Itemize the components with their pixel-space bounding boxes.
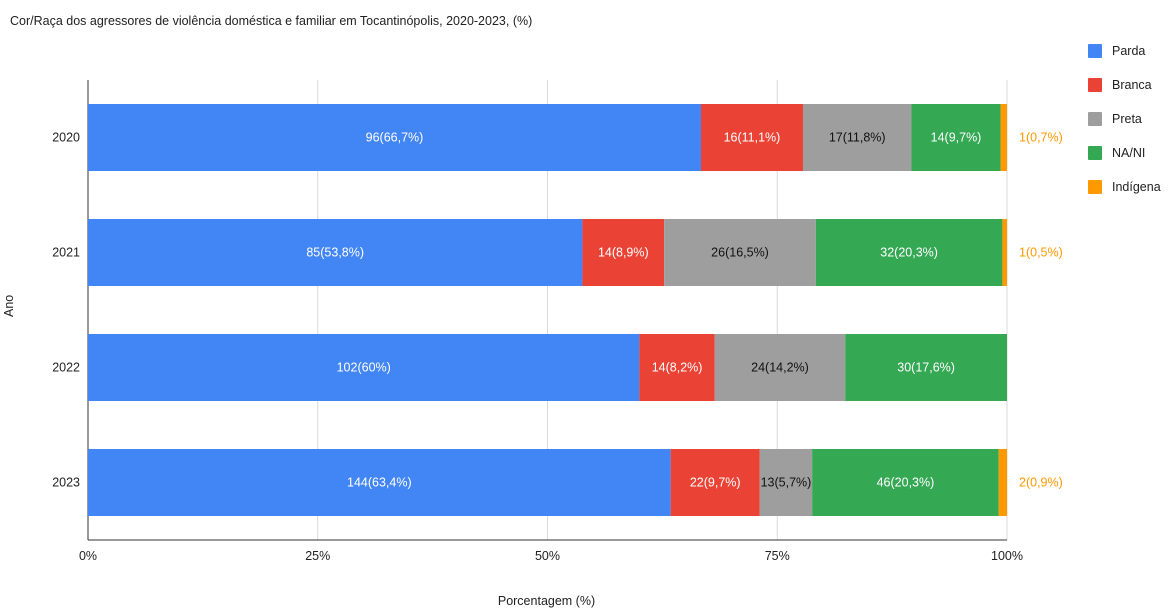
- data-label: 17(11,8%): [829, 131, 886, 145]
- y-tick-label: 2021: [52, 246, 80, 260]
- x-tick-label: 75%: [765, 549, 790, 563]
- data-label: 1(0,5%): [1019, 246, 1063, 260]
- data-label: 96(66,7%): [366, 131, 424, 145]
- legend-swatch-na-ni: [1088, 146, 1102, 160]
- legend-label-na-ni: NA/NI: [1112, 146, 1146, 160]
- bar-segment-ind-gena-2020: [1000, 104, 1007, 171]
- data-label: 102(60%): [337, 361, 391, 375]
- legend-item-parda[interactable]: Parda: [1088, 40, 1161, 62]
- bar-segment-na-ni-2023: [812, 449, 999, 516]
- data-label: 16(11,1%): [724, 131, 781, 145]
- bar-segment-parda-2022: [88, 334, 640, 401]
- legend-swatch-parda: [1088, 44, 1102, 58]
- legend-swatch-branca: [1088, 78, 1102, 92]
- x-axis-label: Porcentagem (%): [497, 594, 596, 608]
- legend-label-branca: Branca: [1112, 78, 1152, 92]
- data-label: 30(17,6%): [897, 361, 955, 375]
- bar-segment-preta-2020: [802, 104, 912, 171]
- legend-swatch-indigena: [1088, 180, 1102, 194]
- data-label: 24(14,2%): [751, 361, 809, 375]
- bar-segment-ind-gena-2023: [998, 449, 1007, 516]
- data-label: 14(8,2%): [652, 361, 703, 375]
- bar-segment-parda-2023: [88, 449, 671, 516]
- x-tick-label: 0%: [79, 549, 97, 563]
- bar-segment-preta-2021: [664, 219, 816, 286]
- x-tick-label: 50%: [535, 549, 560, 563]
- bar-segment-na-ni-2022: [845, 334, 1007, 401]
- bar-segment-na-ni-2021: [815, 219, 1003, 286]
- data-label: 32(20,3%): [880, 246, 938, 260]
- x-tick-label: 25%: [305, 549, 330, 563]
- data-label: 46(20,3%): [877, 476, 935, 490]
- y-axis-label: Ano: [2, 294, 16, 317]
- bar-segment-parda-2020: [88, 104, 701, 171]
- data-label: 2(0,9%): [1019, 476, 1063, 490]
- data-label: 13(5,7%): [761, 476, 812, 490]
- legend-item-preta[interactable]: Preta: [1088, 108, 1161, 130]
- bar-segment-branca-2021: [582, 219, 665, 286]
- bar-segment-branca-2023: [670, 449, 760, 516]
- x-tick-label: 100%: [991, 549, 1023, 563]
- legend-label-preta: Preta: [1112, 112, 1142, 126]
- bar-segment-preta-2023: [759, 449, 813, 516]
- chart-legend: Parda Branca Preta NA/NI Indígena: [1088, 40, 1161, 210]
- legend-label-indigena: Indígena: [1112, 180, 1161, 194]
- data-label: 26(16,5%): [711, 246, 769, 260]
- data-label: 14(8,9%): [598, 246, 649, 260]
- data-label: 144(63,4%): [347, 476, 412, 490]
- y-tick-label: 2020: [52, 131, 80, 145]
- legend-label-parda: Parda: [1112, 44, 1146, 58]
- data-label: 1(0,7%): [1019, 131, 1063, 145]
- legend-item-indigena[interactable]: Indígena: [1088, 176, 1161, 198]
- data-label: 22(9,7%): [690, 476, 741, 490]
- bar-segment-preta-2022: [714, 334, 846, 401]
- legend-swatch-preta: [1088, 112, 1102, 126]
- bar-segment-parda-2021: [88, 219, 583, 286]
- legend-item-branca[interactable]: Branca: [1088, 74, 1161, 96]
- bar-segment-ind-gena-2021: [1002, 219, 1007, 286]
- data-label: 14(9,7%): [931, 131, 982, 145]
- legend-item-na-ni[interactable]: NA/NI: [1088, 142, 1161, 164]
- y-tick-label: 2023: [52, 476, 80, 490]
- bar-segment-na-ni-2020: [911, 104, 1001, 171]
- chart-title: Cor/Raça dos agressores de violência dom…: [10, 14, 533, 28]
- bar-segment-branca-2022: [639, 334, 715, 401]
- y-tick-label: 2022: [52, 361, 80, 375]
- data-label: 85(53,8%): [306, 246, 364, 260]
- bar-segment-branca-2020: [700, 104, 803, 171]
